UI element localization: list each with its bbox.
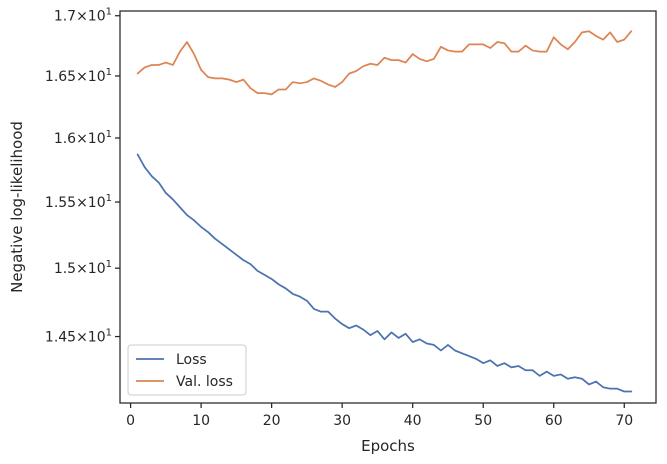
legend: Loss Val. loss — [127, 344, 247, 396]
y-axis: 1.45×101 1.5×101 1.55×101 1.6×101 1.65×101 1.… — [45, 7, 120, 346]
y-axis-label: Negative log-likelihood — [8, 121, 26, 293]
x-tick-label: 10 — [192, 413, 210, 429]
x-tick-label: 40 — [404, 413, 422, 429]
x-tick-label: 20 — [263, 413, 281, 429]
x-tick-label: 60 — [545, 413, 563, 429]
y-tick-label: 1.45×101 — [45, 328, 112, 346]
legend-entry: Val. loss — [176, 374, 233, 390]
x-tick-label: 0 — [126, 413, 135, 429]
series-layer — [136, 30, 633, 393]
x-tick-label: 50 — [474, 413, 492, 429]
y-tick-label: 1.55×101 — [45, 193, 112, 211]
x-axis: 0 10 20 30 40 50 60 70 — [126, 403, 633, 429]
x-tick-label: 70 — [615, 413, 633, 429]
legend-entry: Loss — [176, 352, 207, 368]
plot-frame — [119, 10, 657, 404]
y-tick-label: 1.7×101 — [54, 7, 112, 25]
series-line-1 — [136, 30, 633, 96]
y-tick-label: 1.5×101 — [54, 259, 112, 277]
y-tick-label: 1.6×101 — [54, 129, 112, 147]
series-line-0 — [136, 153, 633, 393]
y-tick-label: 1.65×101 — [45, 67, 112, 85]
x-axis-label: Epochs — [361, 437, 415, 455]
legend-box — [127, 344, 247, 396]
x-tick-label: 30 — [333, 413, 351, 429]
